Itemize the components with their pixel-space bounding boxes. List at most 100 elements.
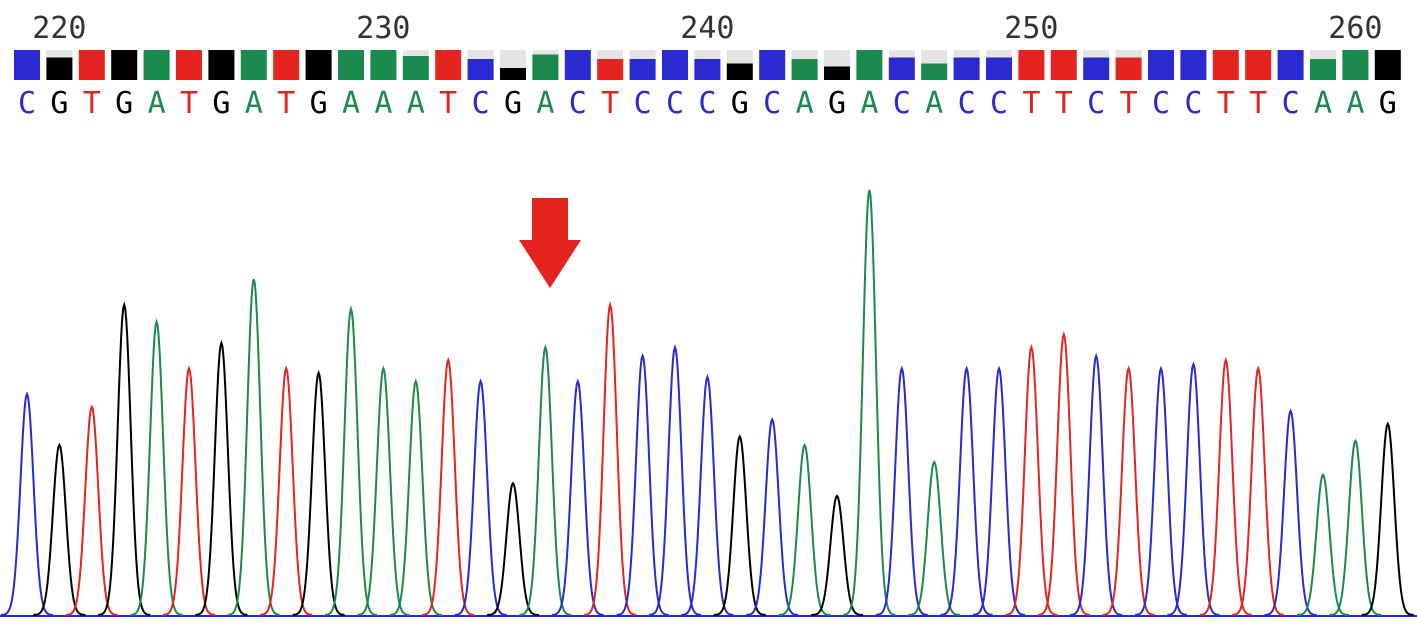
- quality-bar: [791, 59, 818, 80]
- base-call: A: [925, 86, 943, 121]
- quality-bar: [662, 50, 688, 80]
- base-call: G: [731, 86, 749, 121]
- base-call: T: [439, 86, 457, 121]
- base-call: C: [1087, 86, 1105, 121]
- trace-peak: [1037, 331, 1090, 616]
- trace-peak: [292, 369, 345, 616]
- base-call: C: [698, 86, 716, 121]
- position-label: 240: [680, 11, 734, 46]
- trace-peak: [324, 305, 378, 616]
- base-call: A: [860, 86, 878, 121]
- trace-peak: [681, 374, 734, 616]
- quality-bar: [629, 59, 656, 80]
- quality-bar: [111, 50, 138, 80]
- trace-peak: [1102, 365, 1155, 616]
- base-call: C: [1152, 86, 1170, 121]
- base-call: G: [212, 86, 230, 121]
- base-call: A: [245, 86, 263, 121]
- trace-peak: [486, 481, 540, 616]
- trace-peak: [810, 494, 864, 616]
- base-call: A: [148, 86, 166, 121]
- trace-peak: [65, 404, 118, 616]
- quality-bar: [208, 50, 235, 80]
- trace-peak: [1264, 408, 1317, 616]
- quality-bar: [759, 50, 786, 80]
- base-call: C: [472, 86, 490, 121]
- quality-bar: [240, 50, 267, 80]
- quality-bar: [176, 50, 202, 80]
- quality-bar: [824, 66, 850, 80]
- trace-peak: [357, 365, 410, 616]
- trace-peak: [584, 301, 637, 616]
- base-call: A: [374, 86, 392, 121]
- base-call: G: [1379, 86, 1397, 121]
- quality-bar: [435, 50, 462, 80]
- base-call: C: [990, 86, 1008, 121]
- base-call: C: [634, 86, 652, 121]
- trace-peak: [519, 344, 572, 616]
- quality-bar: [402, 56, 429, 80]
- quality-bar: [1212, 50, 1239, 80]
- quality-bar: [564, 50, 591, 80]
- base-call: C: [763, 86, 781, 121]
- trace-peak: [422, 356, 475, 616]
- trace-peak: [33, 442, 86, 616]
- base-call: A: [342, 86, 360, 121]
- trace-peak: [616, 352, 669, 616]
- quality-bar: [726, 63, 753, 80]
- quality-bar: [1115, 57, 1142, 80]
- base-call: T: [1022, 86, 1040, 121]
- base-call: T: [1055, 86, 1073, 121]
- quality-bar: [143, 50, 170, 80]
- quality-bar: [1277, 50, 1304, 80]
- trace-peak: [746, 416, 799, 616]
- position-label: 220: [32, 11, 86, 46]
- trace-peak: [98, 301, 151, 616]
- quality-bar: [14, 50, 40, 80]
- quality-bar: [986, 57, 1012, 80]
- trace-peak: [908, 459, 961, 616]
- trace-peak: [1199, 356, 1252, 616]
- trace-peak: [1361, 421, 1414, 616]
- quality-bar: [1374, 50, 1401, 80]
- trace-peak: [162, 365, 216, 616]
- base-call: T: [601, 86, 619, 121]
- base-call: G: [310, 86, 328, 121]
- trace-peak: [260, 365, 313, 616]
- quality-bar: [1180, 50, 1207, 80]
- quality-bar: [953, 57, 980, 80]
- position-label: 230: [356, 11, 410, 46]
- trace-peak: [1167, 361, 1220, 616]
- base-call: C: [893, 86, 911, 121]
- base-call: C: [666, 86, 684, 121]
- base-call: C: [1184, 86, 1202, 121]
- quality-bar: [78, 50, 105, 80]
- quality-bar: [921, 63, 948, 80]
- base-call: G: [504, 86, 522, 121]
- quality-bar: [500, 68, 526, 80]
- base-call: A: [1314, 86, 1332, 121]
- base-call: G: [828, 86, 846, 121]
- base-call: T: [1217, 86, 1235, 121]
- quality-bar: [338, 50, 364, 80]
- trace-peak: [1329, 438, 1382, 616]
- quality-bar: [1018, 50, 1045, 80]
- base-call: C: [569, 86, 587, 121]
- base-call: T: [1249, 86, 1267, 121]
- base-call: A: [536, 86, 554, 121]
- base-call: C: [958, 86, 976, 121]
- quality-bar: [888, 57, 915, 80]
- base-call: T: [277, 86, 295, 121]
- quality-bar: [370, 50, 397, 80]
- base-call: G: [115, 86, 133, 121]
- trace-peak: [1005, 344, 1058, 616]
- trace-peak: [1232, 365, 1285, 616]
- quality-bar: [1083, 57, 1110, 80]
- trace-peak: [227, 279, 280, 616]
- quality-bar: [597, 59, 624, 80]
- base-call: A: [796, 86, 814, 121]
- quality-bar: [467, 59, 494, 80]
- trace-peak: [389, 378, 442, 616]
